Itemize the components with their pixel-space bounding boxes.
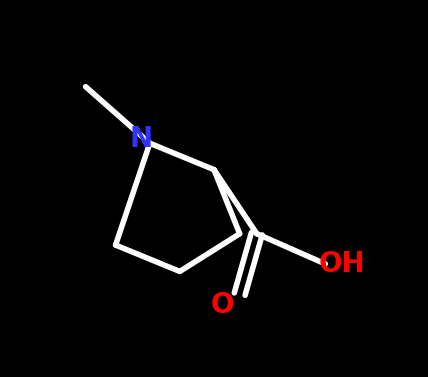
Text: O: O — [211, 291, 234, 319]
Text: OH: OH — [319, 250, 366, 278]
Text: N: N — [130, 126, 153, 153]
